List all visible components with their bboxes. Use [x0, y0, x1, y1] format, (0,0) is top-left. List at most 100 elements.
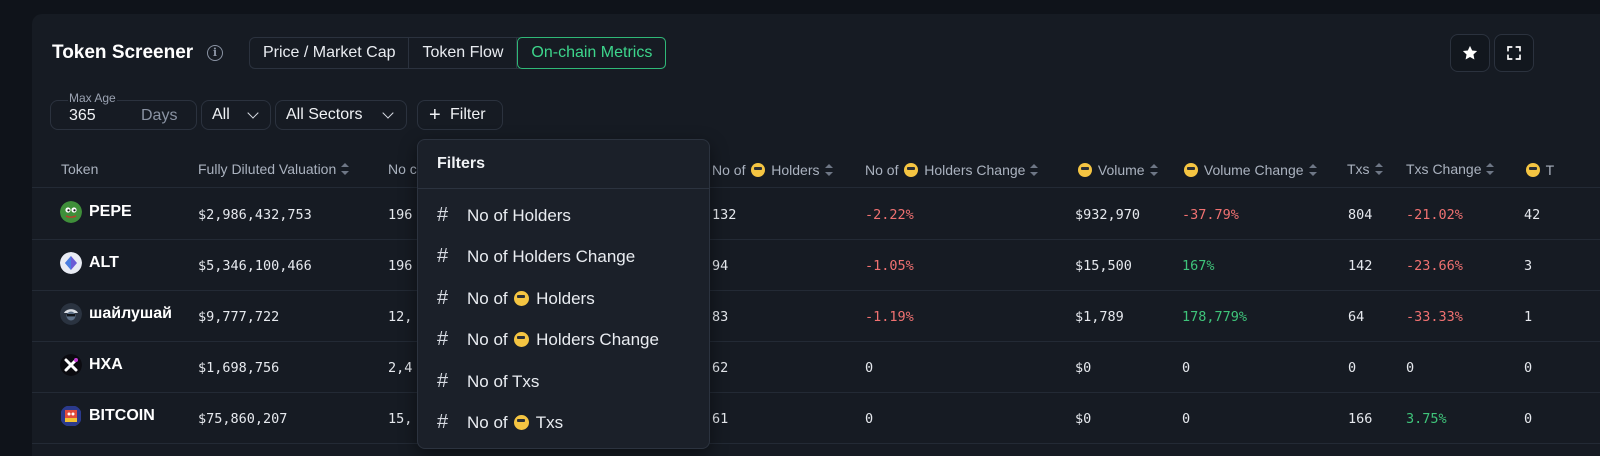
hxa-logo-icon — [60, 354, 82, 376]
sort-icon — [1030, 164, 1039, 176]
smart-holders-change-value: -1.19% — [865, 309, 914, 325]
sort-icon — [1149, 164, 1158, 176]
truncated-value: 0 — [1524, 360, 1533, 376]
expand-icon — [1507, 46, 1521, 60]
token-cell[interactable]: BITCOIN — [60, 405, 155, 427]
menu-item-no-of-smart-txs[interactable]: # No of Txs — [437, 407, 563, 437]
menu-item-no-of-txs[interactable]: # No of Txs — [437, 366, 539, 396]
volume-change-value: 0 — [1182, 360, 1191, 376]
volume-change-value: 0 — [1182, 411, 1191, 427]
holders-value: 12, — [388, 309, 413, 325]
table-row[interactable]: шайлушай $9,777,722 12, 83 -1.19% $1,789… — [32, 291, 1600, 342]
col-txs[interactable]: Txs — [1347, 161, 1383, 177]
txs-value: 64 — [1348, 309, 1365, 325]
fdv-value: $9,777,722 — [198, 309, 280, 325]
sort-icon — [341, 163, 350, 175]
holders-value: 15, — [388, 411, 413, 427]
add-filter-button[interactable]: + Filter — [417, 100, 503, 130]
smart-holders-change-value: -2.22% — [865, 207, 914, 223]
hash-icon: # — [437, 328, 449, 350]
smart-holders-value: 132 — [712, 207, 737, 223]
filters-menu-title: Filters — [437, 155, 486, 172]
smart-money-icon — [514, 291, 530, 306]
fullscreen-button[interactable] — [1494, 34, 1534, 72]
holders-value: 196 — [388, 207, 413, 223]
col-smart-holders-change[interactable]: No of Holders Change — [865, 161, 1039, 178]
holders-value: 2,4 — [388, 360, 413, 376]
col-smart-holders[interactable]: No of Holders — [712, 161, 833, 178]
txs-change-value: -23.66% — [1406, 258, 1463, 274]
shailushai-logo-icon — [60, 303, 82, 325]
chevron-down-icon — [247, 107, 259, 119]
token-cell[interactable]: PEPE — [60, 201, 132, 223]
tab-token-flow[interactable]: Token Flow — [409, 38, 518, 68]
hash-icon: # — [437, 411, 449, 433]
max-age-unit: Days — [141, 107, 178, 124]
txs-value: 0 — [1348, 360, 1357, 376]
smart-holders-change-value: -1.05% — [865, 258, 914, 274]
col-no-of-holders[interactable]: No c — [388, 161, 417, 177]
menu-item-no-of-smart-holders[interactable]: # No of Holders — [437, 283, 595, 313]
tab-price-market-cap[interactable]: Price / Market Cap — [250, 38, 410, 68]
volume-change-value: 178,779% — [1182, 309, 1248, 325]
sectors-dropdown-value: All Sectors — [286, 106, 363, 123]
token-name: HXA — [89, 356, 123, 373]
table-row[interactable]: ALT $5,346,100,466 196 94 -1.05% $15,500… — [32, 240, 1600, 291]
fdv-value: $1,698,756 — [198, 360, 280, 376]
alt-logo-icon — [60, 252, 82, 274]
table-header: Token Fully Diluted Valuation No c No of… — [32, 150, 1600, 188]
favorite-button[interactable] — [1450, 34, 1490, 72]
max-age-label: Max Age — [68, 91, 117, 105]
menu-divider — [418, 188, 709, 189]
table-row[interactable]: PEPE $2,986,432,753 196 132 -2.22% $932,… — [32, 189, 1600, 240]
menu-item-no-of-holders-change[interactable]: # No of Holders Change — [437, 241, 635, 271]
smart-holders-change-value: 0 — [865, 411, 874, 427]
sectors-dropdown[interactable]: All Sectors — [275, 100, 407, 130]
col-txs-change[interactable]: Txs Change — [1406, 161, 1495, 177]
filters-menu: Filters # No of Holders # No of Holders Ch… — [417, 139, 710, 449]
txs-value: 804 — [1348, 207, 1373, 223]
max-age-value[interactable]: 365 — [69, 107, 96, 124]
star-icon — [1462, 45, 1478, 60]
info-icon[interactable]: i — [207, 45, 223, 61]
token-cell[interactable]: шайлушай — [60, 303, 172, 325]
txs-change-value: -33.33% — [1406, 309, 1463, 325]
volume-change-value: -37.79% — [1182, 207, 1239, 223]
smart-holders-value: 94 — [712, 258, 729, 274]
token-name: BITCOIN — [89, 407, 155, 424]
menu-item-no-of-holders[interactable]: # No of Holders — [437, 200, 571, 230]
smart-holders-value: 61 — [712, 411, 729, 427]
col-volume-change[interactable]: Volume Change — [1182, 161, 1317, 178]
sort-icon — [824, 164, 833, 176]
chevron-down-icon — [382, 107, 394, 119]
volume-value: $0 — [1075, 411, 1092, 427]
smart-holders-value: 83 — [712, 309, 729, 325]
token-screener-panel: Token Screener i Price / Market Cap Toke… — [32, 14, 1600, 456]
token-cell[interactable]: HXA — [60, 354, 123, 376]
fdv-value: $5,346,100,466 — [198, 258, 312, 274]
smart-money-icon — [514, 415, 530, 430]
table-row[interactable]: HXA $1,698,756 2,4 62 0 $0 0 0 0 0 — [32, 342, 1600, 393]
token-cell[interactable]: ALT — [60, 252, 119, 274]
chain-dropdown[interactable]: All — [201, 100, 271, 130]
smart-money-icon — [1078, 163, 1092, 177]
tab-on-chain-metrics[interactable]: On-chain Metrics — [517, 37, 667, 69]
volume-value: $0 — [1075, 360, 1092, 376]
col-fdv[interactable]: Fully Diluted Valuation — [198, 161, 350, 177]
smart-money-icon — [904, 163, 919, 177]
hash-icon: # — [437, 245, 449, 267]
menu-item-no-of-smart-holders-change[interactable]: # No of Holders Change — [437, 324, 659, 354]
hash-icon: # — [437, 287, 449, 309]
volume-value: $932,970 — [1075, 207, 1141, 223]
smart-money-icon — [514, 332, 530, 347]
truncated-value: 1 — [1524, 309, 1533, 325]
col-truncated[interactable]: T — [1524, 161, 1554, 178]
token-name: шайлушай — [89, 305, 172, 322]
col-volume[interactable]: Volume — [1076, 161, 1158, 178]
fdv-value: $75,860,207 — [198, 411, 288, 427]
table-row[interactable]: BITCOIN $75,860,207 15, 61 0 $0 0 166 3.… — [32, 393, 1600, 444]
col-token[interactable]: Token — [61, 161, 99, 177]
max-age-field[interactable]: Max Age 365 Days — [50, 91, 197, 130]
view-tabs: Price / Market Cap Token Flow On-chain M… — [249, 37, 667, 69]
sort-icon — [1486, 163, 1495, 175]
